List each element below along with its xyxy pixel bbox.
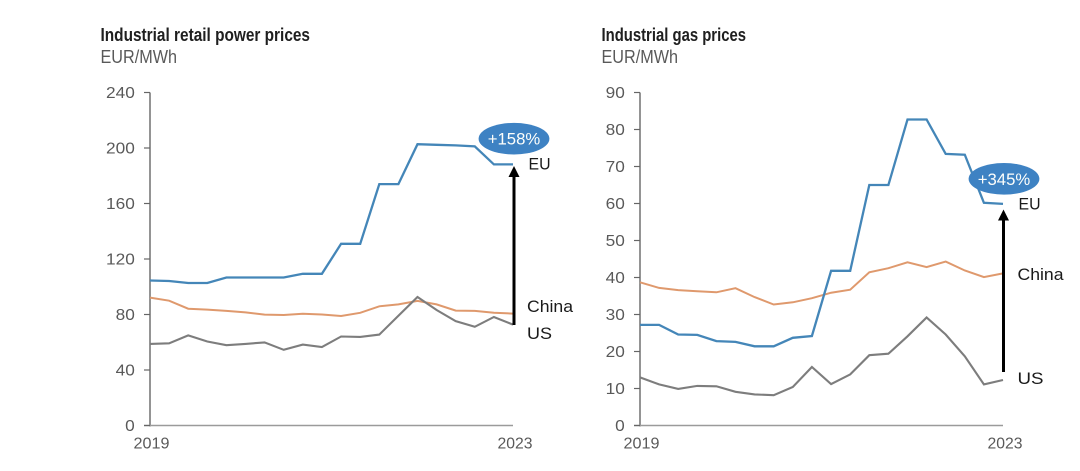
svg-text:80: 80 (116, 307, 136, 324)
svg-text:60: 60 (606, 196, 626, 213)
svg-text:0: 0 (615, 418, 625, 435)
svg-text:240: 240 (106, 85, 135, 102)
svg-text:China: China (1018, 265, 1065, 284)
svg-text:EUR/MWh: EUR/MWh (101, 46, 178, 67)
svg-text:Industrial retail power prices: Industrial retail power prices (101, 24, 311, 45)
svg-text:50: 50 (606, 233, 626, 250)
svg-text:US: US (1018, 369, 1044, 388)
svg-text:+345%: +345% (978, 171, 1031, 189)
svg-text:20: 20 (606, 344, 626, 361)
svg-text:EU: EU (529, 154, 551, 173)
svg-text:40: 40 (606, 270, 626, 287)
svg-text:0: 0 (125, 418, 135, 435)
svg-text:30: 30 (606, 307, 626, 324)
svg-text:EU: EU (1019, 194, 1041, 213)
svg-text:10: 10 (606, 381, 626, 398)
svg-text:EUR/MWh: EUR/MWh (602, 46, 679, 67)
svg-text:China: China (527, 297, 574, 316)
svg-text:+158%: +158% (488, 131, 541, 149)
svg-text:90: 90 (606, 85, 626, 102)
svg-text:2023: 2023 (498, 435, 533, 452)
svg-text:2019: 2019 (624, 435, 660, 452)
svg-text:120: 120 (106, 252, 135, 269)
svg-text:US: US (527, 324, 552, 343)
svg-text:2019: 2019 (134, 435, 170, 452)
svg-text:40: 40 (116, 363, 136, 380)
svg-text:2023: 2023 (988, 435, 1023, 452)
svg-text:200: 200 (106, 141, 135, 158)
svg-text:160: 160 (106, 196, 135, 213)
svg-text:80: 80 (606, 122, 626, 139)
svg-text:Industrial gas prices: Industrial gas prices (602, 24, 747, 45)
svg-text:70: 70 (606, 159, 626, 176)
